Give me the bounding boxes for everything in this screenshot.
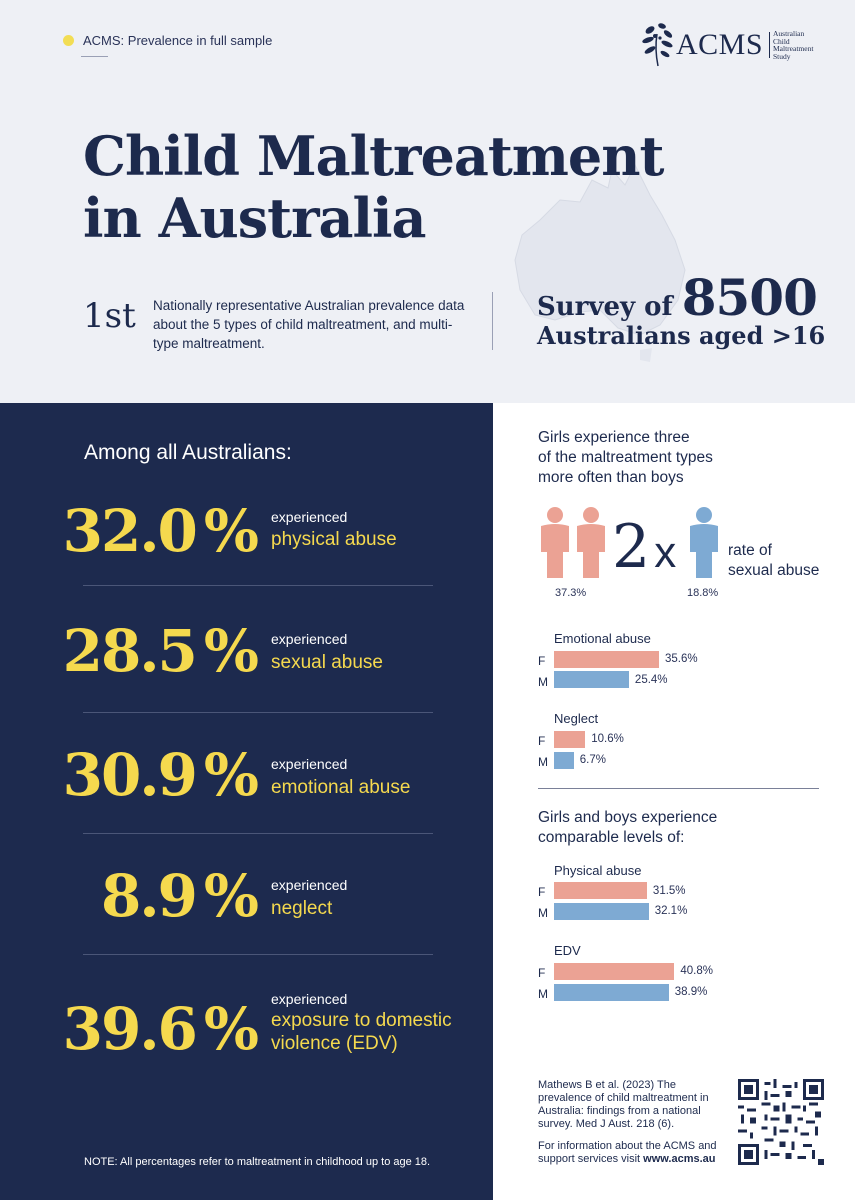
all-australians-panel [0, 403, 493, 1200]
study-tag-label: ACMS: Prevalence in full sample [83, 33, 273, 48]
stat-value: 30.9% [62, 741, 259, 809]
tag-divider [81, 56, 108, 57]
stat-divider [83, 585, 433, 586]
rate-label: rate of sexual abuse [728, 542, 820, 579]
stat-type: neglect [271, 898, 333, 919]
girls-sexual-abuse-pct: 37.3% [555, 587, 587, 599]
stat-divider [83, 833, 433, 834]
female-label: F [538, 885, 546, 899]
multiplier: 2x [612, 512, 677, 582]
female-value: 10.6% [591, 733, 624, 745]
stat-prefix: experienced [271, 877, 348, 893]
male-bar [554, 984, 669, 1001]
stat-neglect: 8.9% experienced neglect [0, 858, 493, 968]
stat-type: physical abuse [271, 529, 397, 550]
stat-value: 32.0% [62, 497, 259, 565]
survey-population: Australians aged >16 [537, 321, 826, 350]
info-text: For information about the ACMS and suppo… [538, 1140, 717, 1165]
female-label: F [538, 966, 546, 980]
male-label: M [538, 906, 548, 920]
yellow-dot-icon [63, 35, 74, 46]
female-label: F [538, 734, 546, 748]
boys-sexual-abuse-pct: 18.8% [687, 587, 719, 599]
female-value: 31.5% [652, 885, 686, 897]
girl-figure-icon [577, 507, 605, 578]
female-bar [554, 651, 660, 668]
acms-logo[interactable]: ACMS Australian Child Maltreatment Study [640, 20, 830, 68]
stat-type: exposure to domestic violence (EDV) [271, 1010, 452, 1054]
male-value: 38.9% [674, 986, 708, 998]
stat-emotional-abuse: 30.9% experienced emotional abuse [0, 737, 493, 847]
stat-value: 39.6% [62, 995, 259, 1063]
stat-edv: 39.6% experienced exposure to domestic v… [0, 972, 493, 1082]
qr-code-icon[interactable] [737, 1079, 825, 1165]
group-label: Physical abuse [554, 863, 642, 878]
male-bar [554, 752, 574, 769]
leaf-logo-icon [642, 23, 673, 67]
female-value: 40.8% [680, 965, 713, 977]
group-label: Emotional abuse [554, 631, 651, 646]
citation: Mathews B et al. (2023) The prevalence o… [538, 1079, 709, 1130]
stat-prefix: experienced [271, 756, 348, 772]
header-section: ACMS: Prevalence in full sample ACMS Aus… [0, 0, 855, 403]
stat-prefix: experienced [271, 509, 348, 525]
stat-physical-abuse: 32.0% experienced physical abuse [0, 490, 493, 600]
group-label: EDV [554, 943, 581, 958]
page-title: Child Maltreatment in Australia [83, 124, 664, 250]
survey-prefix: Survey of [537, 292, 673, 322]
male-label: M [538, 987, 548, 1001]
male-bar [554, 671, 629, 688]
stat-prefix: experienced [271, 631, 348, 647]
male-label: M [538, 675, 548, 689]
footnote: NOTE: All percentages refer to maltreatm… [84, 1156, 431, 1168]
male-value: 6.7% [579, 754, 606, 766]
logo-divider [769, 32, 770, 58]
female-label: F [538, 654, 546, 668]
stat-prefix: experienced [271, 991, 348, 1007]
survey-count: 8500 [681, 268, 818, 327]
boy-figure-icon [690, 507, 718, 578]
first-number: 1st [83, 296, 136, 336]
stat-sexual-abuse: 28.5% experienced sexual abuse [0, 612, 493, 722]
stat-divider [83, 712, 433, 713]
comparable-heading: Girls and boys experience comparable lev… [538, 809, 718, 846]
male-value: 25.4% [634, 674, 668, 686]
stat-divider [83, 954, 433, 955]
group-label: Neglect [554, 711, 599, 726]
stat-value: 8.9% [100, 862, 259, 930]
female-bar [554, 963, 675, 980]
male-value: 32.1% [654, 905, 688, 917]
australia-map-icon [514, 163, 686, 362]
first-description: Nationally representative Australian pre… [153, 298, 465, 351]
male-label: M [538, 755, 548, 769]
panel-heading: Among all Australians: [84, 441, 292, 464]
stat-value: 28.5% [62, 617, 259, 685]
girl-figure-icon [541, 507, 569, 578]
female-value: 35.6% [665, 653, 698, 665]
female-bar [554, 731, 586, 748]
female-bar [554, 882, 647, 899]
male-bar [554, 903, 649, 920]
website-link[interactable]: www.acms.au [643, 1153, 716, 1165]
header-divider [492, 292, 493, 350]
logo-subtitle: Australian Child Maltreatment Study [773, 29, 814, 61]
stat-type: sexual abuse [271, 652, 383, 673]
section-divider [538, 788, 819, 789]
stat-type: emotional abuse [271, 777, 411, 798]
girls-heading: Girls experience three of the maltreatme… [538, 429, 713, 486]
logo-wordmark: ACMS [676, 28, 764, 61]
survey-size: Survey of 8500 Australians aged >16 [537, 268, 825, 350]
study-tag: ACMS: Prevalence in full sample [63, 33, 272, 48]
